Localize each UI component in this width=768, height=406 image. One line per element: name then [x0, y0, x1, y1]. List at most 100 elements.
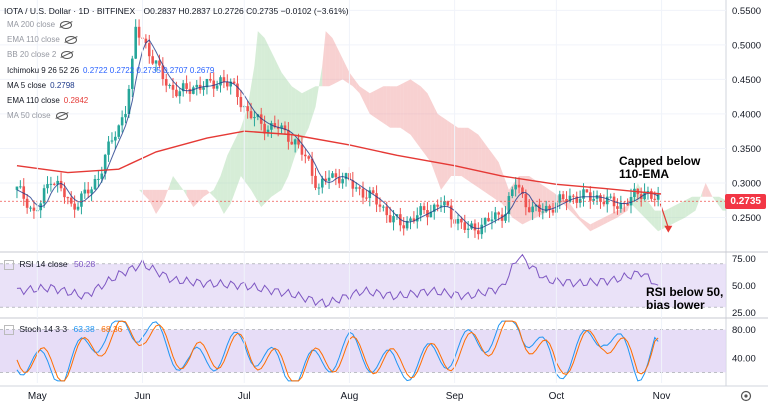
cloud-segment: [196, 189, 201, 204]
candle-body: [449, 205, 453, 220]
candle-body: [32, 207, 36, 211]
candle-body: [497, 212, 501, 215]
candle-body: [131, 58, 134, 89]
cloud-segment: [488, 148, 492, 197]
candle-body: [351, 180, 355, 189]
indicator-value: 0.2798: [50, 80, 75, 90]
cloud-segment: [478, 134, 482, 190]
candle-body: [304, 154, 307, 157]
candle-body: [209, 78, 212, 81]
candle-body: [293, 139, 297, 145]
candle-body: [19, 186, 22, 188]
indicator-row[interactable]: EMA 110 close 0.2842: [7, 95, 88, 106]
hidden-eye-icon[interactable]: [64, 36, 77, 45]
indicator-label: EMA 110 close: [7, 96, 60, 105]
candle-body: [107, 141, 110, 155]
gear-icon[interactable]: [740, 390, 752, 402]
cloud-segment: [244, 107, 248, 186]
candle-body: [412, 218, 416, 222]
cloud-segment: [210, 189, 214, 197]
cloud-segment: [152, 189, 157, 215]
candle-body: [487, 218, 490, 222]
candle-body: [527, 207, 531, 213]
rsi-label[interactable]: RSI 14 close: [19, 259, 68, 269]
cloud-segment: [386, 86, 391, 128]
cloud-segment: [549, 189, 553, 211]
candle-body: [439, 205, 443, 207]
candle-body: [212, 80, 216, 89]
indicator-value: 0.2842: [63, 96, 89, 105]
cloud-segment: [234, 134, 238, 195]
collapse-icon[interactable]: [4, 259, 14, 270]
capped-annotation: Capped below 110-EMA: [619, 154, 701, 181]
cloud-segment: [403, 81, 408, 133]
candle-body: [59, 180, 63, 189]
indicator-row[interactable]: Ichimoku 9 26 52 26 0.2722 0.2722 0.2735 …: [7, 65, 214, 76]
cloud-segment: [576, 212, 581, 221]
rsi-tick-label: 50.00: [732, 281, 756, 292]
candle-body: [646, 190, 650, 192]
cloud-segment: [671, 205, 676, 225]
cloud-segment: [502, 171, 506, 209]
hidden-eye-icon[interactable]: [55, 112, 68, 121]
candle-body: [178, 91, 182, 97]
candle-body: [585, 189, 589, 193]
candle-body: [168, 84, 171, 86]
price-tick-label: 0.5500: [732, 6, 761, 17]
candle-body: [419, 206, 422, 216]
stoch-d-value: 68.36: [101, 324, 123, 334]
indicator-row[interactable]: EMA 110 close: [7, 34, 77, 45]
hidden-eye-icon[interactable]: [60, 20, 73, 29]
cloud-segment: [481, 139, 486, 193]
cloud-segment: [305, 89, 309, 135]
cloud-segment: [278, 65, 282, 193]
candle-body: [331, 173, 334, 178]
cloud-segment: [519, 176, 523, 225]
cloud-segment: [335, 44, 340, 83]
cloud-segment: [183, 189, 187, 196]
cloud-segment: [607, 214, 611, 223]
candle-body: [310, 158, 314, 176]
cloud-segment: [332, 37, 336, 85]
cloud-segment: [189, 189, 194, 208]
cloud-segment: [583, 219, 587, 228]
stoch-label[interactable]: Stoch 14 3 3: [19, 324, 68, 334]
candle-body: [371, 190, 375, 194]
cloud-segment: [600, 217, 604, 227]
candle-body: [602, 201, 606, 205]
candle-body: [266, 129, 270, 134]
symbol-title[interactable]: IOTA / U.S. Dollar · 1D · BITFINEX: [4, 6, 136, 16]
cloud-segment: [590, 222, 594, 232]
candle-body: [575, 196, 579, 203]
rsi-tick-label: 25.00: [732, 308, 756, 319]
cloud-segment: [491, 153, 496, 200]
cloud-segment: [237, 127, 241, 186]
candle-body: [222, 77, 226, 83]
cloud-segment: [709, 189, 713, 197]
ma5-line: [16, 39, 659, 230]
candle-body: [572, 195, 575, 197]
indicator-row[interactable]: MA 5 close 0.2798: [7, 80, 75, 91]
candle-body: [582, 189, 585, 199]
candle-body: [388, 215, 392, 223]
cloud-segment: [227, 148, 231, 209]
indicator-row[interactable]: MA 200 close: [7, 19, 73, 30]
cloud-segment: [719, 196, 723, 211]
indicator-row[interactable]: MA 50 close: [7, 110, 68, 121]
collapse-icon[interactable]: [4, 324, 14, 335]
indicator-row[interactable]: BB 20 close 2: [7, 49, 74, 60]
candle-body: [477, 230, 480, 235]
cloud-segment: [329, 34, 333, 87]
candle-body: [460, 218, 463, 223]
cloud-segment: [651, 205, 655, 228]
cloud-segment: [536, 180, 540, 218]
hidden-eye-icon[interactable]: [61, 51, 74, 60]
candle-body: [507, 196, 511, 215]
candle-body: [510, 189, 514, 197]
cloud-segment: [346, 65, 350, 84]
cloud-segment: [705, 182, 710, 197]
cloud-segment: [447, 120, 452, 181]
cloud-segment: [315, 86, 319, 108]
candle-body: [195, 84, 199, 88]
